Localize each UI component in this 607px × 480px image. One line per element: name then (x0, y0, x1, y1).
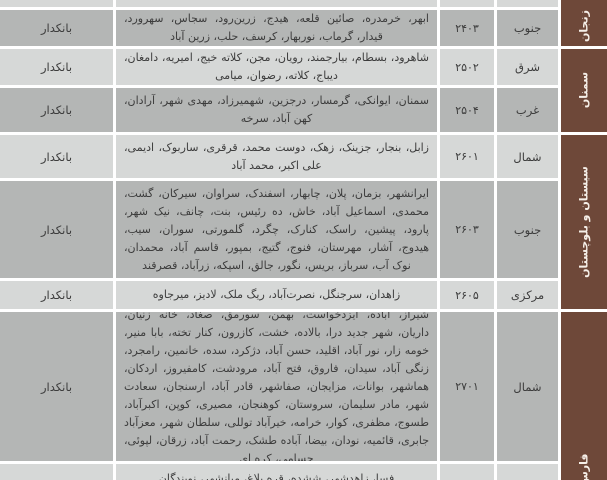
table-row: فسا، زاهدشهر، ششده، قره بلاغ، میانشهر، ن… (0, 464, 607, 480)
province-band: زنجان (561, 0, 607, 46)
clipped-cell (440, 0, 494, 7)
province-label: سیستان و بلوچستان (577, 166, 591, 278)
table-row: شمال ۲۷۰۱ شیراز، آباده، ایزدخواست، بهمن، س… (0, 312, 607, 461)
cities-list: زاهدان، سرجنگل، نصرت‌آباد، ریگ ملک، لادی… (152, 288, 401, 301)
region-direction: جنوب (497, 181, 558, 278)
cities-cell: شاهرود، بسطام، بیارجمند، رویان، مجن، کلا… (116, 49, 437, 85)
cities-list: سمنان، ایوانکی، گرمسار، درجزین، شهمیرزاد… (124, 94, 429, 125)
banker-cell: بانکدار (0, 312, 113, 461)
province-label: سمنان (577, 71, 591, 109)
region-direction: شرق (497, 49, 558, 85)
region-direction (497, 464, 558, 480)
cities-list: ایرانشهر، بزمان، پلان، چابهار، اسفندک، س… (124, 186, 429, 272)
region-direction: شمال (497, 312, 558, 461)
banker-cell: بانکدار (0, 49, 113, 85)
region-code: ۲۶۰۵ (440, 281, 494, 309)
table-row: شمال ۲۶۰۱ زابل، بنجار، جزینک، زهک، دوست مح… (0, 135, 607, 178)
banker-cell: بانکدار (0, 88, 113, 132)
table-row (0, 0, 607, 7)
clipped-cell (497, 0, 558, 7)
province-label: فارس (577, 453, 591, 480)
banker-cell: بانکدار (0, 10, 113, 46)
cities-cell: فسا، زاهدشهر، ششده، قره بلاغ، میانشهر، ن… (116, 464, 437, 480)
region-code: ۲۴۰۳ (440, 10, 494, 46)
cities-list: ابهر، خرمدره، صائین قلعه، هیدج، زرین‌رود… (124, 12, 429, 43)
region-code: ۲۶۰۱ (440, 135, 494, 178)
clipped-cell (116, 0, 437, 7)
region-code: ۲۵۰۴ (440, 88, 494, 132)
banker-cell: بانکدار (0, 135, 113, 178)
cities-list: شیراز، آباده، ایزدخواست، بهمن، سورمق، صغ… (124, 312, 429, 461)
cities-list: فسا، زاهدشهر، ششده، قره بلاغ، میانشهر، ن… (158, 472, 395, 480)
cities-cell: سمنان، ایوانکی، گرمسار، درجزین، شهمیرزاد… (116, 88, 437, 132)
region-direction: مرکزی (497, 281, 558, 309)
province-label: زنجان (577, 10, 591, 42)
cities-cell: زاهدان، سرجنگل، نصرت‌آباد، ریگ ملک، لادی… (116, 281, 437, 309)
table-row: غرب ۲۵۰۴ سمنان، ایوانکی، گرمسار، درجزین، ش… (0, 88, 607, 132)
province-band: سمنان (561, 49, 607, 132)
banker-cell: بانکدار (0, 181, 113, 278)
clipped-cell (0, 0, 113, 7)
region-direction: شمال (497, 135, 558, 178)
region-direction: جنوب (497, 10, 558, 46)
region-code: ۲۷۰۱ (440, 312, 494, 461)
cities-cell: ابهر، خرمدره، صائین قلعه، هیدج، زرین‌رود… (116, 10, 437, 46)
region-code: ۲۵۰۲ (440, 49, 494, 85)
banker-cell (0, 464, 113, 480)
cities-cell: شیراز، آباده، ایزدخواست، بهمن، سورمق، صغ… (116, 312, 437, 461)
region-code (440, 464, 494, 480)
province-band: سیستان و بلوچستان (561, 135, 607, 309)
table-row: جنوب ۲۶۰۳ ایرانشهر، بزمان، پلان، چابهار، ا… (0, 181, 607, 278)
region-code: ۲۶۰۳ (440, 181, 494, 278)
table-row: جنوب ۲۴۰۳ ابهر، خرمدره، صائین قلعه، هیدج، … (0, 10, 607, 46)
cities-list: شاهرود، بسطام، بیارجمند، رویان، مجن، کلا… (124, 51, 429, 82)
table-row: شرق ۲۵۰۲ شاهرود، بسطام، بیارجمند، رویان، م… (0, 49, 607, 85)
cities-cell: ایرانشهر، بزمان، پلان، چابهار، اسفندک، س… (116, 181, 437, 278)
province-band: فارس (561, 312, 607, 480)
banker-cell: بانکدار (0, 281, 113, 309)
cities-list: زابل، بنجار، جزینک، زهک، دوست محمد، قرقر… (124, 140, 429, 172)
cities-cell: زابل، بنجار، جزینک، زهک، دوست محمد، قرقر… (116, 135, 437, 178)
table-row: مرکزی ۲۶۰۵ زاهدان، سرجنگل، نصرت‌آباد، ریگ … (0, 281, 607, 309)
region-direction: غرب (497, 88, 558, 132)
